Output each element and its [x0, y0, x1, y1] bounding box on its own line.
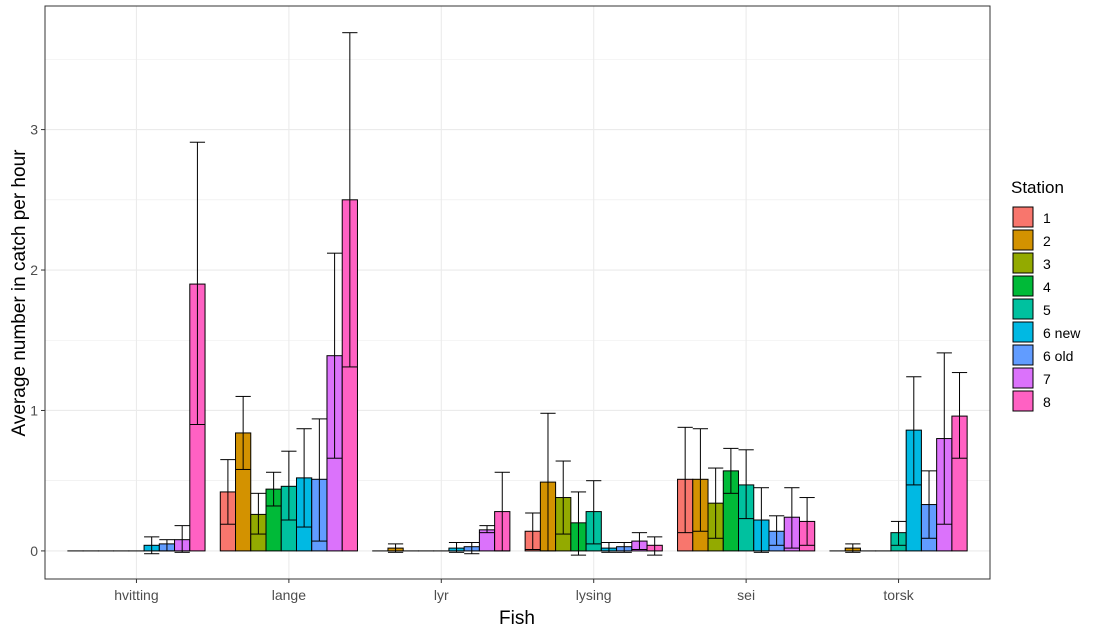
error-bar-lysing-station-3 — [555, 460, 571, 535]
error-bar-hvitting-station-6-new — [144, 536, 160, 555]
legend-key-7 — [1012, 367, 1034, 389]
y-tick-label: 1 — [30, 402, 38, 418]
legend-label: 2 — [1043, 233, 1051, 249]
legend-label: 8 — [1043, 394, 1051, 410]
y-axis-ticks: 0 1 2 3 — [30, 122, 45, 559]
error-bar-sei-station-6-new — [753, 487, 769, 553]
legend-key-5 — [1012, 298, 1034, 320]
y-tick-label: 3 — [30, 122, 38, 138]
error-bar-lysing-station-2 — [540, 412, 556, 552]
panel-border — [44, 5, 991, 580]
error-bar-sei-station-4 — [723, 447, 739, 494]
legend-key-3 — [1012, 252, 1034, 274]
bars — [67, 199, 968, 552]
error-bar-torsk-station-6-old — [921, 470, 937, 539]
error-bar-lysing-station-1 — [525, 512, 541, 551]
legend-key-6-new — [1012, 321, 1034, 343]
error-bar-lyr-station-6-old — [464, 541, 480, 555]
error-bar-lange-station-8 — [342, 32, 358, 368]
error-bar-lange-station-7 — [326, 252, 343, 459]
error-bar-sei-station-8 — [799, 497, 815, 546]
error-bar-lange-station-2 — [235, 395, 251, 470]
x-tick-label: hvitting — [114, 587, 158, 603]
x-axis-ticks: hvitting lange lyr lysing sei torsk — [114, 579, 915, 603]
x-tick-label: torsk — [883, 587, 914, 603]
error-bar-lysing-station-4 — [570, 491, 587, 556]
error-bar-lyr-station-6-new — [448, 541, 465, 553]
legend-label: 5 — [1043, 302, 1051, 318]
legend-title: Station — [1011, 178, 1064, 197]
error-bar-lange-station-5 — [281, 450, 297, 521]
legend-label: 7 — [1043, 371, 1051, 387]
legend-label: 3 — [1043, 256, 1051, 272]
error-bar-lyr-station-8 — [494, 471, 510, 552]
error-bar-hvitting-station-6-old — [159, 539, 175, 552]
error-bar-torsk-station-7 — [936, 352, 952, 525]
legend-key-4 — [1012, 275, 1034, 297]
error-bar-lysing-station-6-old — [616, 541, 632, 553]
legend-label: 6 old — [1043, 348, 1073, 364]
x-tick-label: lysing — [576, 587, 612, 603]
gridlines — [45, 6, 990, 579]
legend-label: 6 new — [1043, 325, 1081, 341]
error-bar-lange-station-6-new — [296, 428, 312, 528]
error-bar-lange-station-1 — [220, 459, 236, 525]
error-bar-sei-station-7 — [784, 487, 800, 549]
error-bar-lysing-station-8 — [647, 536, 663, 556]
legend-label: 4 — [1043, 279, 1051, 295]
error-bar-sei-station-1 — [677, 426, 693, 534]
error-bar-hvitting-station-8 — [189, 141, 206, 426]
error-bar-lange-station-4 — [266, 471, 282, 507]
error-bars — [144, 32, 968, 556]
legend-key-1 — [1012, 206, 1034, 228]
error-bar-sei-station-2 — [692, 428, 709, 532]
legend-key-2 — [1012, 229, 1034, 251]
error-bar-torsk-station-8 — [951, 372, 968, 459]
y-tick-label: 2 — [30, 262, 38, 278]
error-bar-lyr-station-2 — [387, 543, 404, 553]
y-axis-title: Average number in catch per hour — [9, 149, 30, 437]
error-bar-torsk-station-6-new — [906, 376, 922, 486]
legend-key-8 — [1012, 390, 1034, 412]
x-tick-label: lyr — [434, 587, 449, 603]
x-tick-label: lange — [272, 587, 306, 603]
error-bar-torsk-station-2 — [845, 543, 861, 553]
legend-key-6-old — [1012, 344, 1034, 366]
legend: Station 1 2 3 4 5 6 new 6 old 7 8 — [1011, 178, 1081, 412]
legend-label: 1 — [1043, 210, 1051, 226]
error-bar-sei-station-6-old — [768, 515, 785, 546]
error-bar-lysing-station-7 — [631, 532, 648, 551]
error-bar-sei-station-5 — [738, 449, 754, 520]
x-tick-label: sei — [737, 587, 755, 603]
error-bar-sei-station-3 — [708, 467, 724, 539]
error-bar-lyr-station-7 — [479, 525, 495, 534]
error-bar-lange-station-6-old — [311, 418, 327, 542]
y-tick-label: 0 — [30, 543, 38, 559]
error-bar-lysing-station-6-new — [601, 541, 617, 553]
error-bar-lange-station-3 — [250, 492, 267, 535]
error-bar-torsk-station-5 — [890, 520, 907, 546]
x-axis-title: Fish — [499, 608, 535, 629]
error-bar-lysing-station-5 — [586, 480, 602, 545]
error-bar-hvitting-station-7 — [174, 525, 190, 553]
